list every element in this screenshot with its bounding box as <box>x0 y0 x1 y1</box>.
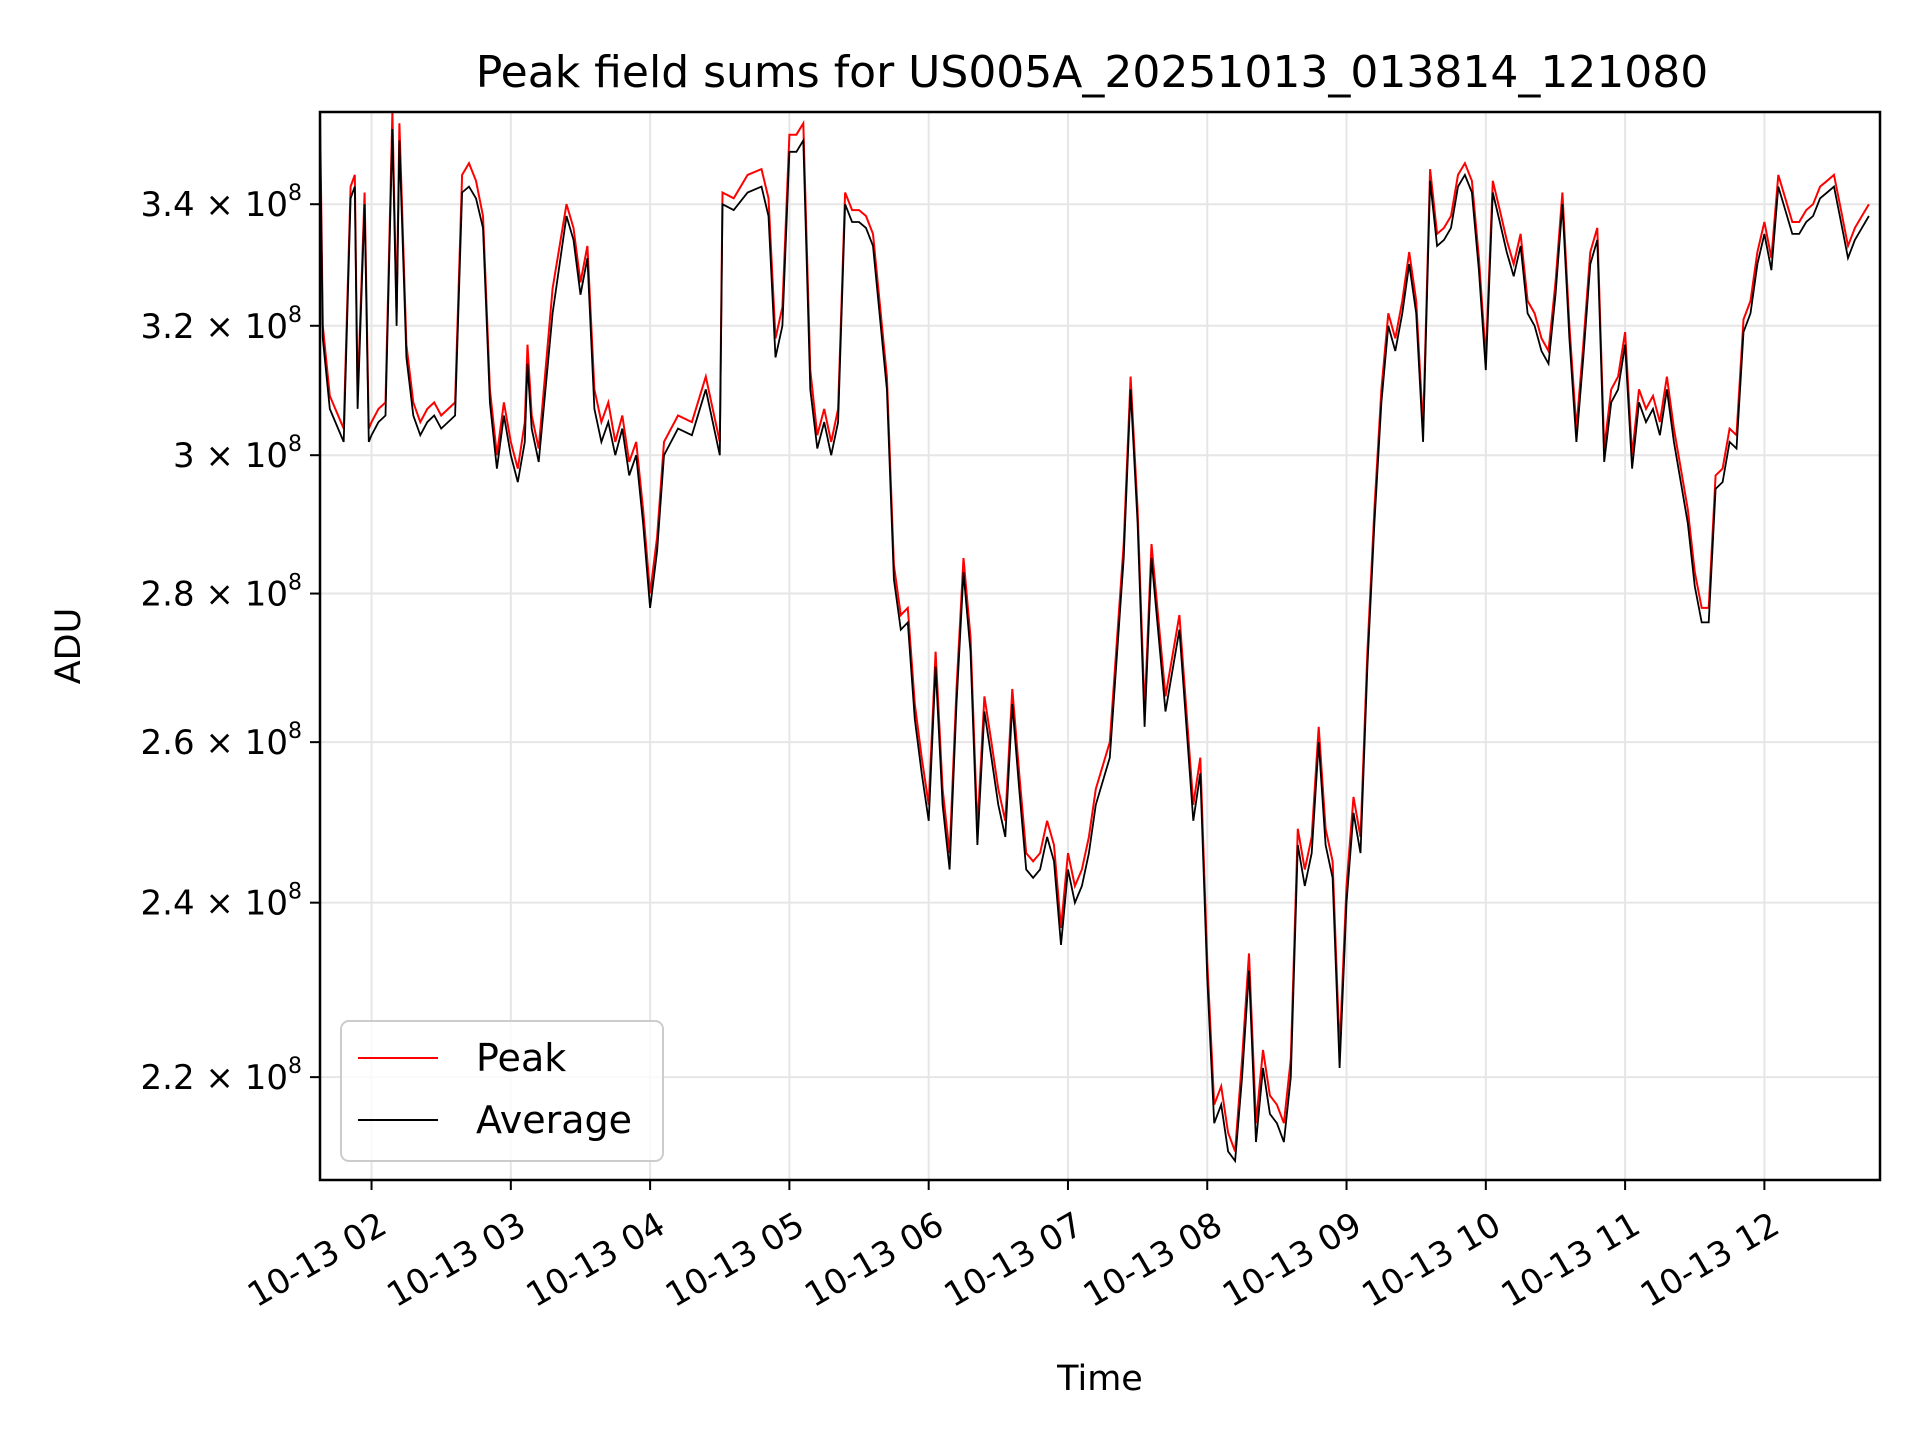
series-line-average <box>320 128 1870 1164</box>
legend: Peak Average <box>340 1020 664 1162</box>
legend-label-peak: Peak <box>476 1036 566 1080</box>
data-layer <box>320 112 1870 1164</box>
x-axis-label: Time <box>1056 1359 1143 1399</box>
series-line-peak <box>320 112 1870 1152</box>
legend-box <box>340 1020 664 1162</box>
grid-layer <box>320 112 1880 1180</box>
y-tick-label: 2.4 × 108 <box>141 880 302 924</box>
y-tick-label: 3.4 × 108 <box>141 181 302 225</box>
chart-title: Peak field sums for US005A_20251013_0138… <box>476 47 1709 98</box>
y-axis-label: ADU <box>49 608 89 685</box>
y-tick-label: 3 × 108 <box>173 432 302 476</box>
y-tick-label: 2.8 × 108 <box>141 571 302 615</box>
y-tick-label: 3.2 × 108 <box>141 303 302 347</box>
y-tick-label: 2.6 × 108 <box>141 719 302 763</box>
axes-frame <box>318 110 1882 1182</box>
y-tick-label: 2.2 × 108 <box>141 1054 302 1098</box>
legend-label-average: Average <box>476 1098 632 1142</box>
